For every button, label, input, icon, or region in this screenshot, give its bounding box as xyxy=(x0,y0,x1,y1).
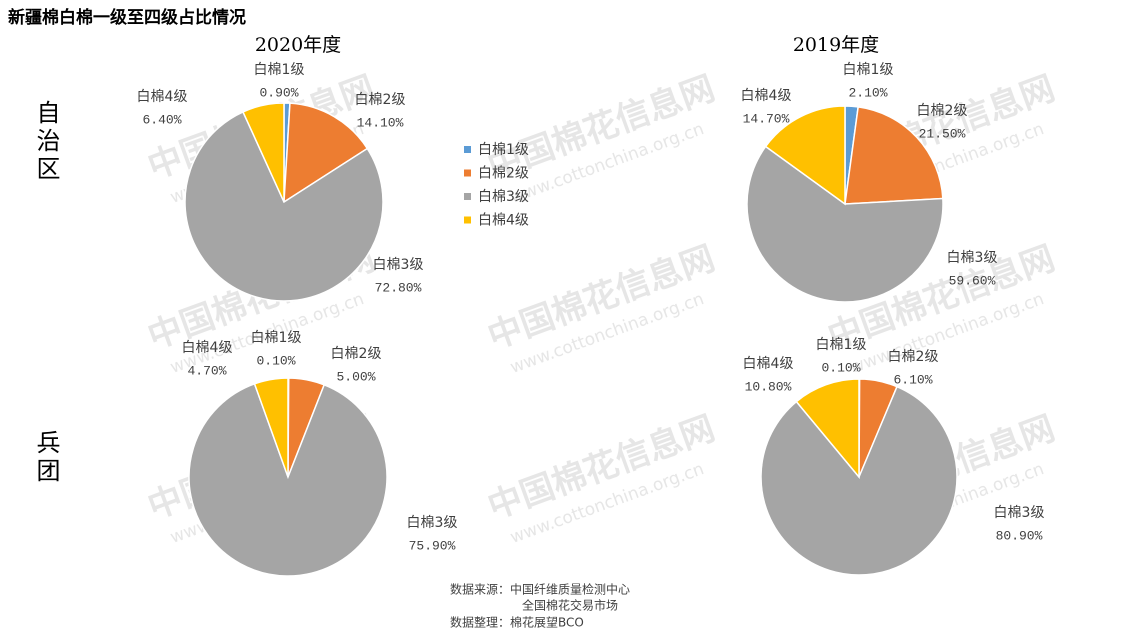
slice-category: 白棉1级 xyxy=(816,336,867,353)
source-note: 数据整理：棉花展望BCO xyxy=(450,615,584,630)
slice-value-label: 14.10% xyxy=(357,115,404,130)
column-title: 2019年度 xyxy=(793,34,879,56)
slice-value-label: 4.70% xyxy=(187,363,226,378)
pie-slice xyxy=(844,106,944,205)
pie-slice xyxy=(764,105,846,206)
slice-value-label: 2.10% xyxy=(848,85,887,100)
slice-category: 白棉2级 xyxy=(888,348,939,365)
source-note: 全国棉花交易市场 xyxy=(522,598,618,613)
pie-slice xyxy=(184,110,384,302)
pie-slice xyxy=(795,378,860,480)
slice-category: 白棉3级 xyxy=(947,249,998,266)
slice-category: 白棉4级 xyxy=(741,87,792,104)
legend-swatch xyxy=(464,169,471,177)
page-title: 新疆棉白棉一级至四级占比情况 xyxy=(8,7,246,28)
slice-category: 白棉3级 xyxy=(407,514,458,531)
slice-category: 白棉2级 xyxy=(331,345,382,362)
slice-category: 白棉4级 xyxy=(743,355,794,372)
pie-slice xyxy=(283,102,369,204)
legend-swatch xyxy=(464,193,471,200)
pie-slice xyxy=(188,382,388,577)
slice-value-label: 0.10% xyxy=(256,353,295,368)
slice-category: 白棉3级 xyxy=(994,504,1045,521)
legend-label: 白棉3级 xyxy=(478,188,529,205)
slice-value-label: 0.10% xyxy=(821,360,860,375)
slice-value-label: 21.50% xyxy=(919,126,966,141)
slice-value-label: 6.10% xyxy=(893,372,932,387)
legend-label: 白棉1级 xyxy=(478,141,529,158)
legend-label: 白棉2级 xyxy=(478,165,529,182)
slice-category: 白棉1级 xyxy=(251,329,302,346)
slice-category: 白棉1级 xyxy=(254,61,305,78)
slice-category: 白棉4级 xyxy=(182,339,233,356)
pie-slice xyxy=(760,385,958,576)
slice-category: 白棉2级 xyxy=(355,91,406,108)
slice-value-label: 0.90% xyxy=(259,85,298,100)
slice-value-label: 75.90% xyxy=(409,538,456,553)
slice-category: 白棉3级 xyxy=(373,256,424,273)
pie-slice xyxy=(242,102,285,203)
pie-slice xyxy=(746,145,944,303)
slice-value-label: 59.60% xyxy=(949,273,996,288)
legend-swatch xyxy=(464,216,471,224)
slice-value-label: 5.00% xyxy=(336,369,375,384)
slice-value-label: 72.80% xyxy=(375,280,422,295)
row-label: 自治区 xyxy=(32,100,60,184)
slice-value-label: 6.40% xyxy=(142,112,181,127)
column-title: 2020年度 xyxy=(255,34,341,56)
slice-category: 白棉4级 xyxy=(137,88,188,105)
slice-category: 白棉1级 xyxy=(843,61,894,78)
row-label: 兵团 xyxy=(32,430,60,486)
legend-label: 白棉4级 xyxy=(478,212,529,229)
pie-slice xyxy=(253,377,289,478)
slice-value-label: 14.70% xyxy=(743,111,790,126)
source-note: 数据来源：中国纤维质量检测中心 xyxy=(450,582,630,597)
slice-category: 白棉2级 xyxy=(917,102,968,119)
slice-value-label: 10.80% xyxy=(745,379,792,394)
legend-swatch xyxy=(464,146,471,153)
slice-value-label: 80.90% xyxy=(996,528,1043,543)
